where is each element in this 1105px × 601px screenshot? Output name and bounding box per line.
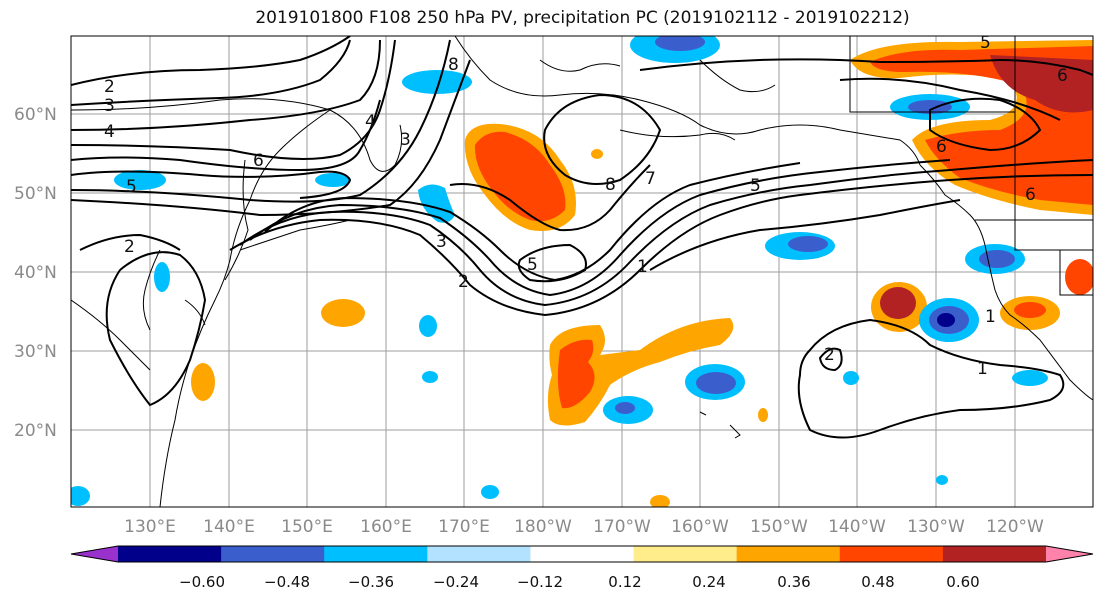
colorbar-segment	[633, 546, 738, 562]
contour-label: 5	[750, 176, 761, 196]
lat-label: 30°N	[14, 342, 57, 362]
colorbar-segment	[118, 546, 222, 562]
contour-label: 2	[104, 77, 115, 97]
contour-label: 3	[400, 130, 411, 150]
lat-label: 50°N	[14, 184, 57, 204]
colorbar-tick-label: 0.12	[608, 573, 641, 591]
contour-label: 6	[253, 151, 264, 171]
contour-label: 2	[458, 272, 469, 292]
latitude-labels: 60°N 50°N 40°N 30°N 20°N	[14, 105, 57, 441]
lat-label: 20°N	[14, 421, 57, 441]
colorbar-tick-label: −0.24	[433, 573, 479, 591]
map-frame	[70, 35, 1094, 508]
lon-label: 170°W	[593, 517, 651, 537]
colorbar-segment	[324, 546, 428, 562]
contour-label: 3	[436, 232, 447, 252]
precip-positive-shading	[191, 40, 1093, 507]
figure-title: 2019101800 F108 250 hPa PV, precipitatio…	[255, 8, 910, 28]
contour-labels: 2 3 4 6 5 8 2 3 4 6 5 8 7 5 1 3 2 5 1 2 …	[104, 33, 1068, 379]
colorbar-segment	[736, 546, 841, 562]
lon-label: 120°W	[986, 517, 1044, 537]
colorbar-segment	[942, 546, 1047, 562]
contour-label: 7	[645, 169, 656, 189]
contour-label: 2	[124, 237, 135, 257]
lon-label: 130°W	[907, 517, 965, 537]
colorbar-tick-label: 0.48	[861, 573, 894, 591]
contour-label: 1	[977, 359, 988, 379]
lon-label: 160°E	[360, 517, 412, 537]
contour-label: 5	[527, 255, 538, 275]
contour-label: 1	[985, 307, 996, 327]
lon-label: 180°W	[514, 517, 572, 537]
contour-label: 1	[637, 257, 648, 277]
colorbar-extension-low	[71, 546, 118, 562]
colorbar-segment	[221, 546, 325, 562]
lon-label: 140°E	[203, 517, 255, 537]
lat-label: 60°N	[14, 105, 57, 125]
colorbar-tick-label: 0.24	[692, 573, 725, 591]
contour-label: 6	[1025, 185, 1036, 205]
colorbar-extension-high	[1046, 546, 1093, 562]
colorbar-tick-label: 0.60	[946, 573, 979, 591]
lat-label: 40°N	[14, 263, 57, 283]
colorbar-segment	[839, 546, 944, 562]
colorbar-tick-label: 0.36	[777, 573, 810, 591]
colorbar-segment	[530, 546, 635, 562]
colorbar-tick-labels: −0.60 −0.48 −0.36 −0.24 −0.12 0.12 0.24 …	[179, 573, 980, 591]
lon-label: 170°E	[438, 517, 490, 537]
colorbar-tick-label: −0.12	[517, 573, 563, 591]
contour-label: 3	[104, 96, 115, 116]
lon-label: 130°E	[124, 517, 176, 537]
longitude-labels: 130°E 140°E 150°E 160°E 170°E 180°W 170°…	[124, 517, 1044, 537]
lon-label: 150°W	[750, 517, 808, 537]
contour-label: 5	[980, 33, 991, 53]
colorbar-segment	[427, 546, 531, 562]
contour-label: 8	[605, 175, 616, 195]
contour-label: 8	[448, 55, 459, 75]
lon-label: 150°E	[281, 517, 333, 537]
colorbar-tick-label: −0.60	[179, 573, 225, 591]
colorbar-outline	[70, 545, 1094, 563]
colorbar-tick-label: −0.48	[264, 573, 310, 591]
contour-label: 4	[365, 112, 376, 132]
lon-label: 140°W	[828, 517, 886, 537]
pv-contours	[71, 36, 1093, 439]
contour-label: 2	[824, 345, 835, 365]
precip-negative-shading	[71, 36, 1048, 506]
contour-label: 5	[126, 177, 137, 197]
lon-label: 160°W	[671, 517, 729, 537]
colorbar	[70, 545, 1094, 563]
colorbar-tick-label: −0.36	[348, 573, 394, 591]
contour-label: 6	[1057, 66, 1068, 86]
contour-label: 6	[936, 137, 947, 157]
contour-label: 4	[104, 122, 115, 142]
